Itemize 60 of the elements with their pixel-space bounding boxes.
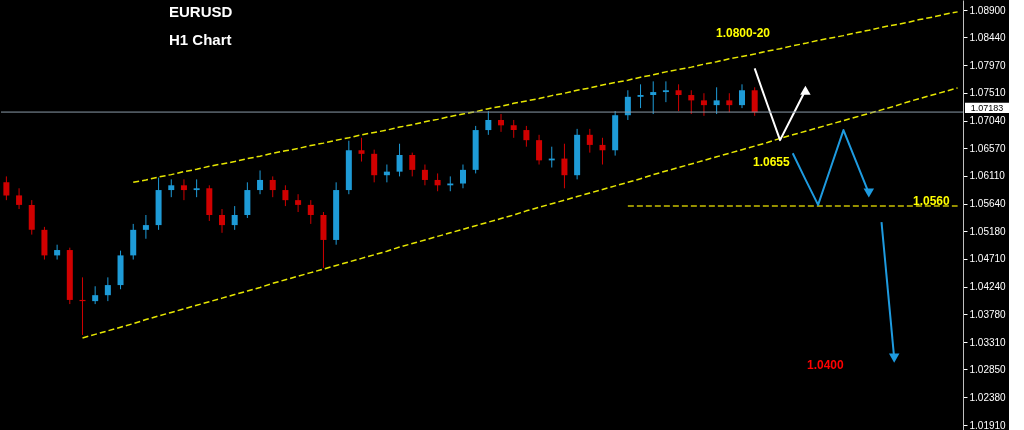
candlestick [282,184,289,207]
y-tick-label: 1.06570 [969,142,1007,154]
line-series [81,87,959,339]
candlestick [16,187,23,210]
candlestick [637,83,644,109]
y-tick-label: 1.01910 [969,419,1007,430]
y-tick-label: 1.06110 [969,170,1006,182]
y-tick-label: 1.03310 [969,336,1007,348]
annotation: 1.0400 [807,358,845,372]
y-tick-label: 1.08440 [969,31,1007,43]
candlestick [675,83,682,112]
candlestick [599,137,606,166]
candlestick [371,149,378,183]
candlestick [104,276,111,302]
candlestick [142,214,149,240]
candlestick [536,134,543,166]
candlestick [219,208,225,234]
annotation: 1.0655 [753,155,791,169]
annotation: 1.0800-20 [716,26,771,40]
candlestick [257,169,264,195]
candlestick [231,205,238,231]
y-tick-label: 1.02380 [969,391,1007,403]
chart-title: EURUSD [169,3,233,20]
candlestick [523,125,530,148]
candlestick [485,110,492,136]
y-tick-label: 1.07040 [969,115,1007,127]
y-tick-label: 1.03780 [969,308,1007,320]
candlestick [751,86,758,117]
candlestick [180,178,187,201]
text: H1 Chart [169,31,232,48]
candlestick [586,128,593,154]
ref-line-label: 1.07183 [970,103,1004,114]
candlestick [295,193,302,213]
candlestick [739,83,745,109]
y-tick-label: 1.05640 [969,198,1007,210]
candlestick [498,113,505,133]
y-tick-label: 1.04710 [969,253,1007,265]
candlestick [396,143,403,177]
y-tick-label: 1.07970 [969,59,1007,71]
candlestick [3,175,10,201]
candlestick [269,175,276,198]
candlestick [662,80,669,103]
y-tick-label: 1.04240 [969,281,1007,293]
candlestick [561,143,568,189]
candlestick [650,80,657,115]
candlestick [409,152,416,177]
candlestick [688,89,695,115]
y-tick-label: 1.05180 [969,225,1007,237]
candlestick [54,244,61,261]
candlestick [459,164,466,189]
candlestick [713,86,720,115]
candlestick [726,92,733,113]
y-tick-label: 1.07510 [969,87,1007,99]
candlestick [358,137,365,163]
y-tick-label: 1.08900 [969,4,1007,16]
candlestick [307,199,314,225]
annotation: 1.0560 [913,194,951,208]
candlestick [700,92,707,117]
y-tick-label: 1.02850 [969,363,1007,375]
candlestick [421,164,428,186]
